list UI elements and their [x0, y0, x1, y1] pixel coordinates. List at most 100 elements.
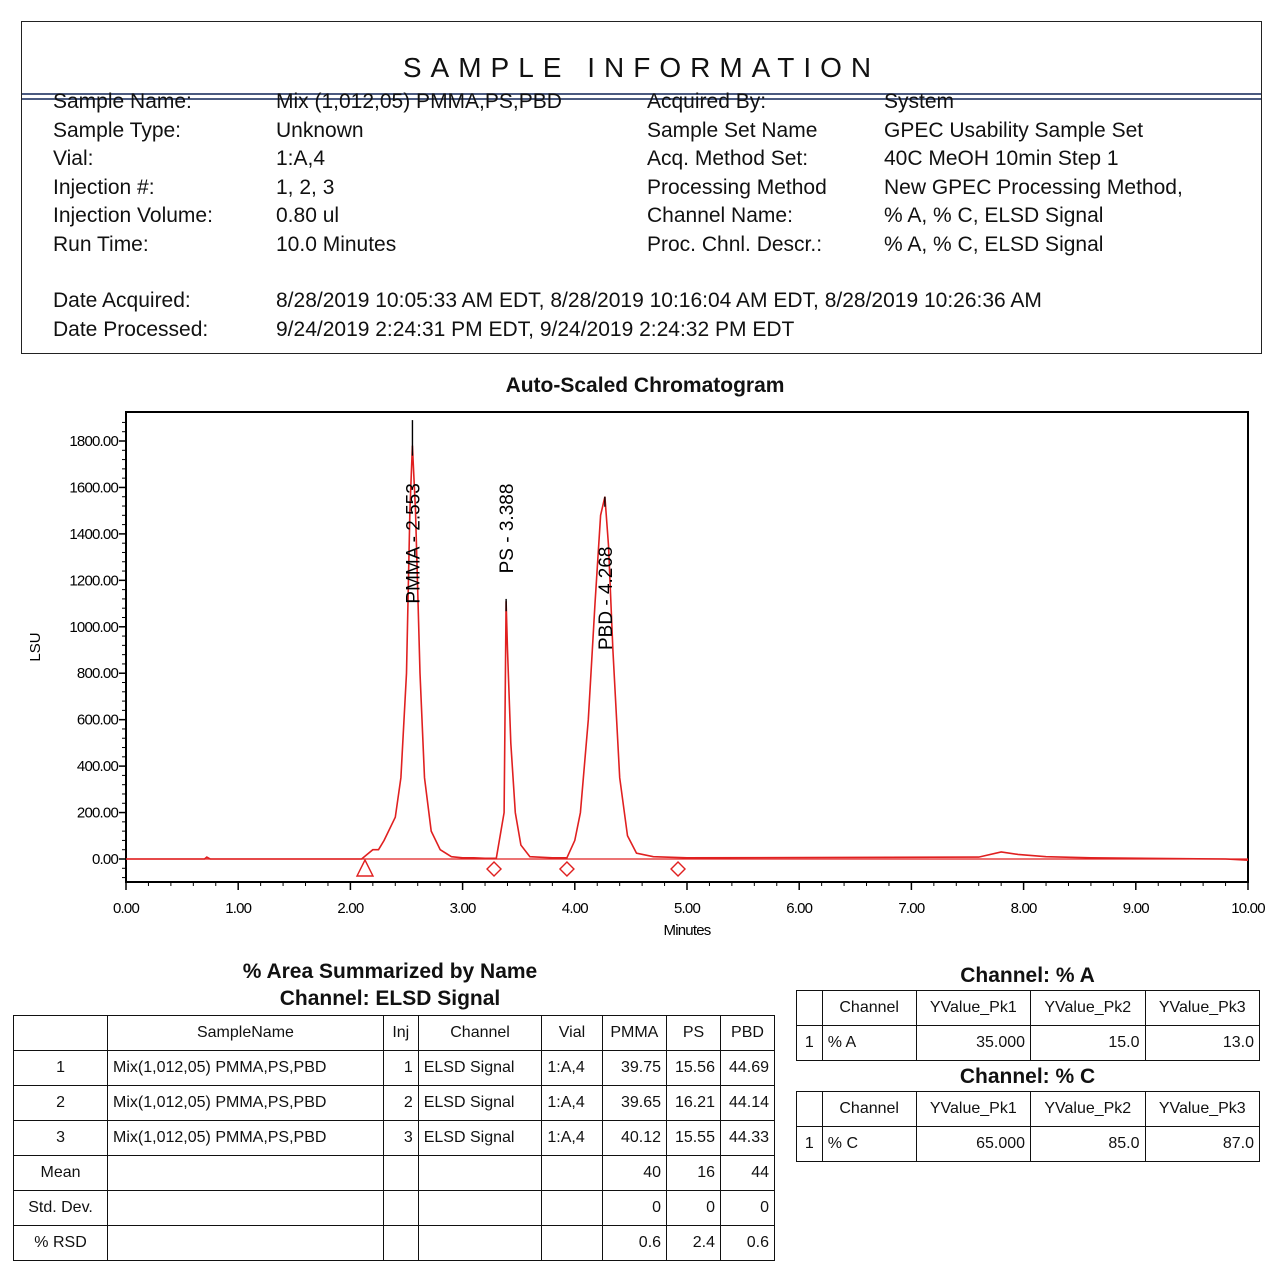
table-row: 1 Mix(1,012,05) PMMA,PS,PBD 1 ELSD Signal 1:… — [12, 1050, 776, 1086]
table-cell — [541, 1225, 603, 1261]
area-table-title: % Area Summarized by Name Channel: ELSD … — [10, 958, 770, 1012]
table-cell: % RSD — [12, 1225, 109, 1261]
table-header-row: SampleName Inj Channel Vial PMMA PS PBD — [12, 1015, 776, 1051]
table-cell — [107, 1155, 384, 1191]
column-header — [796, 1091, 823, 1127]
table-cell: 2.4 — [666, 1225, 721, 1261]
date-values: 8/28/2019 10:05:33 AM EDT, 8/28/2019 10:… — [276, 287, 1042, 344]
label-acq-method-set: Acq. Method Set: — [647, 147, 809, 170]
value-run-time: 10.0 Minutes — [276, 232, 397, 256]
value-sample-set-name: GPEC Usability Sample Set — [884, 118, 1144, 142]
x-tick-label: 2.00 — [337, 900, 363, 917]
right-values: System GPEC Usability Sample Set 40C MeO… — [884, 88, 1183, 259]
table-cell: 0 — [666, 1190, 721, 1226]
column-header: Channel — [821, 990, 917, 1026]
left-labels: Sample Name: Sample Type: Vial: Injectio… — [53, 88, 213, 259]
table-cell: 85.0 — [1030, 1126, 1146, 1162]
value-processing-method: New GPEC Processing Method, — [884, 175, 1183, 199]
table-cell: Mix(1,012,05) PMMA,PS,PBD — [107, 1085, 384, 1121]
table-row: 2 Mix(1,012,05) PMMA,PS,PBD 2 ELSD Signal 1:… — [12, 1085, 776, 1121]
date-labels: Date Acquired: Date Processed: — [53, 287, 208, 344]
table-cell: 0.6 — [719, 1225, 776, 1261]
table-cell: 16.21 — [666, 1085, 721, 1121]
x-tick-label: 1.00 — [225, 900, 251, 917]
table-cell: ELSD Signal — [417, 1120, 543, 1156]
channel-a-title: Channel: % A — [960, 964, 1095, 987]
y-tick-label: 1600.00 — [69, 479, 118, 496]
label-proc-chnl-descr: Proc. Chnl. Descr.: — [647, 232, 823, 256]
x-tick-label: 9.00 — [1123, 900, 1149, 917]
y-tick-label: 800.00 — [77, 665, 119, 682]
column-header: PS — [666, 1015, 721, 1051]
chromatogram-plot: 0.00 200.00 400.00 600.00 800.00 1000.00 1200.… — [27, 411, 1266, 939]
title-divider — [22, 93, 1261, 95]
table-cell — [382, 1225, 419, 1261]
x-tick-label: 0.00 — [113, 900, 139, 917]
table-cell: 3 — [382, 1120, 419, 1156]
channel-a-table: Channel YValue_Pk1 YValue_Pk2 YValue_Pk3 1% … — [796, 990, 1260, 1061]
table-cell — [541, 1155, 603, 1191]
table-cell: 2 — [382, 1085, 419, 1121]
table-cell: 1:A,4 — [541, 1050, 603, 1086]
table-row: 3 Mix(1,012,05) PMMA,PS,PBD 3 ELSD Signal 1:… — [12, 1120, 776, 1156]
area-summary-table: SampleName Inj Channel Vial PMMA PS PBD 1 Mix(1,… — [12, 1015, 776, 1261]
table-header-row: Channel YValue_Pk1 YValue_Pk2 YValue_Pk3 — [796, 1091, 1260, 1127]
value-acq-method-set: 40C MeOH 10min Step 1 — [884, 147, 1119, 170]
area-table-title-line2: Channel: ELSD Signal — [279, 987, 501, 1010]
value-proc-chnl-descr: % A, % C, ELSD Signal — [884, 232, 1104, 256]
column-header — [12, 1015, 109, 1051]
table-cell: 1 — [12, 1050, 109, 1086]
label-date-acquired: Date Acquired: — [53, 289, 191, 312]
column-header: YValue_Pk1 — [915, 1091, 1032, 1127]
channel-c-title: Channel: % C — [959, 1065, 1096, 1088]
label-vial: Vial: — [53, 147, 94, 170]
table-header-row: Channel YValue_Pk1 YValue_Pk2 YValue_Pk3 — [796, 990, 1260, 1026]
column-header: Inj — [382, 1015, 419, 1051]
label-channel-name: Channel Name: — [647, 204, 793, 227]
integration-diamond-icon — [670, 861, 687, 877]
channel-c-table: Channel YValue_Pk1 YValue_Pk2 YValue_Pk3 1% … — [796, 1091, 1260, 1162]
value-date-processed: 9/24/2019 2:24:31 PM EDT, 9/24/2019 2:24… — [276, 317, 795, 341]
table-cell: 65.000 — [915, 1126, 1032, 1162]
x-tick-label: 4.00 — [562, 900, 588, 917]
value-sample-type: Unknown — [276, 118, 364, 142]
value-injection-volume: 0.80 ul — [276, 204, 340, 227]
table-row: Std. Dev. 0 0 0 — [12, 1190, 776, 1226]
signal-trace — [126, 445, 1249, 861]
table-cell: 44.69 — [719, 1050, 776, 1086]
x-tick-label: 7.00 — [898, 900, 924, 917]
table-cell — [382, 1155, 419, 1191]
table-row: Mean 40 16 44 — [12, 1155, 776, 1191]
table-cell: 15.0 — [1030, 1025, 1146, 1061]
y-tick-label: 1400.00 — [69, 526, 118, 543]
sample-information-title: SAMPLE INFORMATION — [402, 52, 881, 83]
table-cell: 39.75 — [601, 1050, 668, 1086]
table-cell: Std. Dev. — [12, 1190, 109, 1226]
table-cell: 0.6 — [601, 1225, 668, 1261]
table-cell: 2 — [12, 1085, 109, 1121]
peak-label: PBD - 4.268 — [596, 547, 617, 651]
table-cell: 0 — [719, 1190, 776, 1226]
integration-start-triangle-icon — [355, 858, 375, 877]
column-header: YValue_Pk3 — [1144, 990, 1260, 1026]
y-tick-label: 1000.00 — [69, 619, 118, 636]
sample-information-panel: SAMPLE INFORMATION Sample Name: Sample T… — [21, 21, 1262, 354]
table-cell: 40 — [601, 1155, 668, 1191]
column-header: YValue_Pk3 — [1144, 1091, 1260, 1127]
column-header — [796, 990, 823, 1026]
column-header: YValue_Pk2 — [1030, 990, 1146, 1026]
value-channel-name: % A, % C, ELSD Signal — [884, 204, 1104, 227]
column-header: SampleName — [107, 1015, 384, 1051]
table-cell: 1:A,4 — [541, 1085, 603, 1121]
column-header: YValue_Pk2 — [1030, 1091, 1146, 1127]
label-sample-set-name: Sample Set Name — [647, 118, 818, 142]
plot-frame — [125, 411, 1249, 883]
table-cell: ELSD Signal — [417, 1085, 543, 1121]
label-sample-name: Sample Name: — [53, 90, 192, 113]
label-injection-volume: Injection Volume: — [53, 204, 213, 227]
table-cell: 39.65 — [601, 1085, 668, 1121]
y-tick-label: 0.00 — [92, 851, 118, 868]
table-cell: 35.000 — [915, 1025, 1032, 1061]
table-cell: 0 — [601, 1190, 668, 1226]
table-cell: 15.56 — [666, 1050, 721, 1086]
